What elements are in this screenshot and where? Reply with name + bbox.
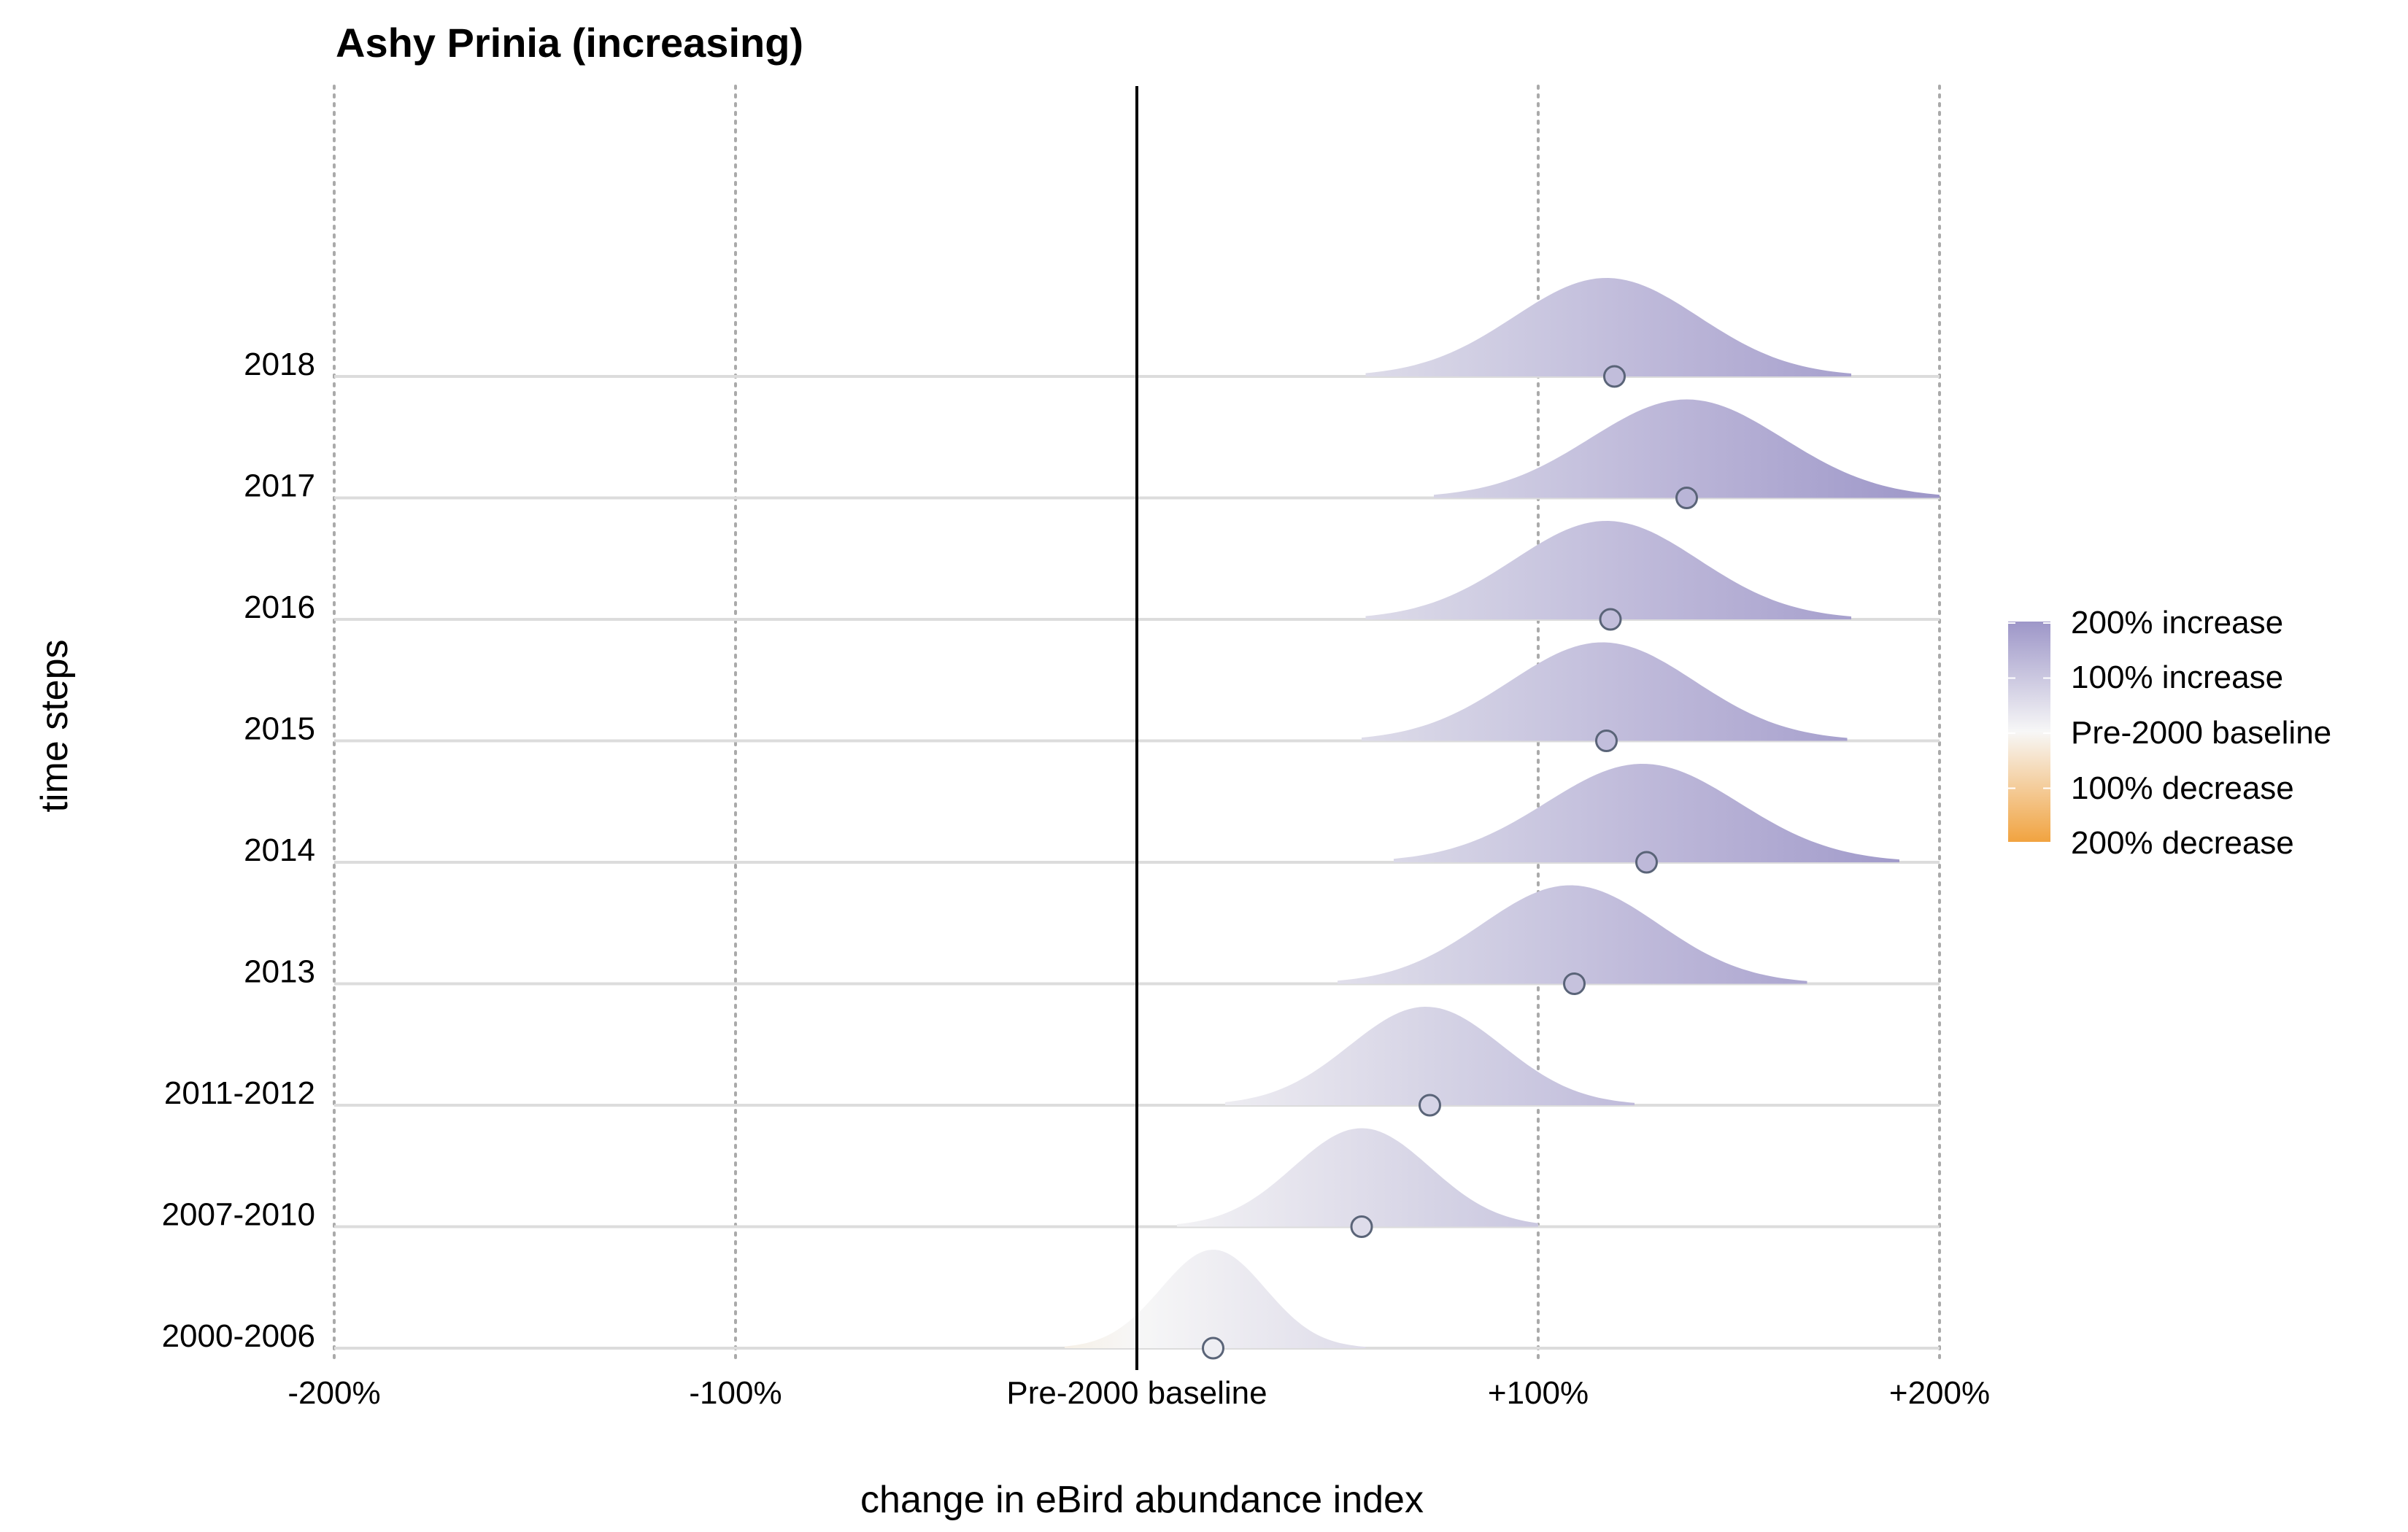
y-tick-label: 2007-2010 [162,1197,315,1233]
density-ridge [1177,1128,1538,1227]
y-tick-label: 2011-2012 [164,1075,315,1111]
median-point [1202,1336,1224,1360]
legend-color-bar [2008,622,2050,842]
y-tick-label: 2000-2006 [162,1318,315,1354]
density-ridge [1362,642,1848,741]
density-ridge [1394,764,1899,862]
x-tick-label: Pre-2000 baseline [1006,1375,1267,1411]
density-ridge [1365,521,1851,619]
y-tick-label: 2017 [244,468,315,504]
x-tick-label: -200% [288,1375,380,1411]
density-ridge [1365,278,1851,376]
y-tick-label: 2015 [244,711,315,747]
y-tick-label: 2016 [244,589,315,625]
median-point-layer [1202,365,1698,1360]
x-tick-label: +200% [1889,1375,1990,1411]
legend-label-100-decrease: 100% decrease [2071,770,2294,806]
legend-label-200-increase: 200% increase [2071,605,2283,641]
legend-label-100-increase: 100% increase [2071,659,2283,695]
median-point [1603,365,1626,388]
y-tick-labels: 2000-2006 2007-2010 2011-2012 2013 2014 2015 2… [162,347,315,1354]
y-tick-label: 2014 [244,832,315,868]
x-tick-labels: -200% -100% Pre-2000 baseline +100% +200% [288,1375,1990,1411]
median-point [1635,851,1658,874]
y-tick-label: 2013 [244,954,315,990]
median-point [1675,487,1698,509]
median-point [1599,608,1622,631]
density-ridge [1225,1007,1635,1105]
median-point [1595,730,1618,752]
legend-label-200-decrease: 200% decrease [2071,825,2294,861]
x-tick-label: -100% [689,1375,782,1411]
median-point [1563,972,1586,995]
y-axis-title: time steps [34,640,76,813]
density-ridge [1338,885,1807,984]
density-ridge [1065,1250,1366,1348]
y-tick-label: 2018 [244,347,315,382]
legend-label-baseline: Pre-2000 baseline [2071,715,2331,751]
chart-title: Ashy Prinia (increasing) [336,20,803,66]
density-ridge [1434,399,1940,498]
median-point [1350,1215,1373,1238]
color-legend: 200% increase 100% increase Pre-2000 bas… [2008,605,2331,861]
grid-layer [333,85,1941,1362]
x-axis-title: change in eBird abundance index [860,1479,1424,1521]
median-point [1419,1094,1441,1117]
legend-ticks [2008,622,2050,844]
x-tick-label: +100% [1488,1375,1589,1411]
